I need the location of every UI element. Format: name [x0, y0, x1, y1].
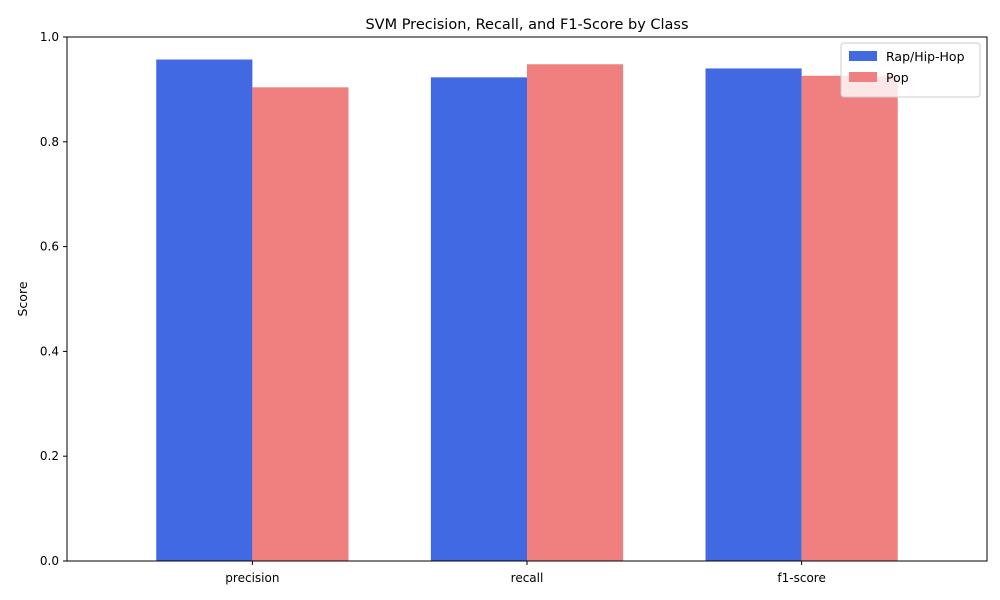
legend: Rap/Hip-Hop Pop: [840, 42, 981, 98]
y-tick-label: 0.8: [40, 135, 59, 149]
y-tick-label: 0.0: [40, 554, 59, 568]
bars-layer: [156, 59, 898, 562]
chart-title: SVM Precision, Recall, and F1-Score by C…: [365, 17, 688, 33]
y-tick-label: 0.6: [40, 240, 59, 254]
y-axis: 0.0 0.2 0.4 0.6 0.8 1.0: [40, 30, 67, 568]
legend-swatch-rap-hip-hop: [849, 51, 877, 61]
x-axis: precision recall f1-score: [225, 561, 826, 585]
legend-swatch-pop: [849, 72, 877, 82]
plot-frame: [66, 36, 988, 562]
bar-pop-f1-score: [801, 75, 898, 561]
bar-rap-hip-hop-f1-score: [705, 68, 802, 561]
legend-label-rap-hip-hop: Rap/Hip-Hop: [886, 49, 965, 64]
y-tick-label: 1.0: [40, 30, 59, 44]
y-tick-label: 0.2: [40, 449, 59, 463]
bar-pop-recall: [527, 64, 624, 562]
bar-pop-precision: [252, 87, 349, 561]
y-axis-label: Score: [15, 281, 30, 316]
x-tick-label-recall: recall: [511, 571, 544, 585]
x-tick-label-precision: precision: [225, 571, 279, 585]
x-tick-label-f1-score: f1-score: [777, 571, 825, 585]
legend-label-pop: Pop: [886, 70, 909, 85]
bar-rap-hip-hop-recall: [430, 77, 527, 562]
bar-rap-hip-hop-precision: [156, 59, 253, 561]
y-tick-label: 0.4: [40, 344, 59, 358]
